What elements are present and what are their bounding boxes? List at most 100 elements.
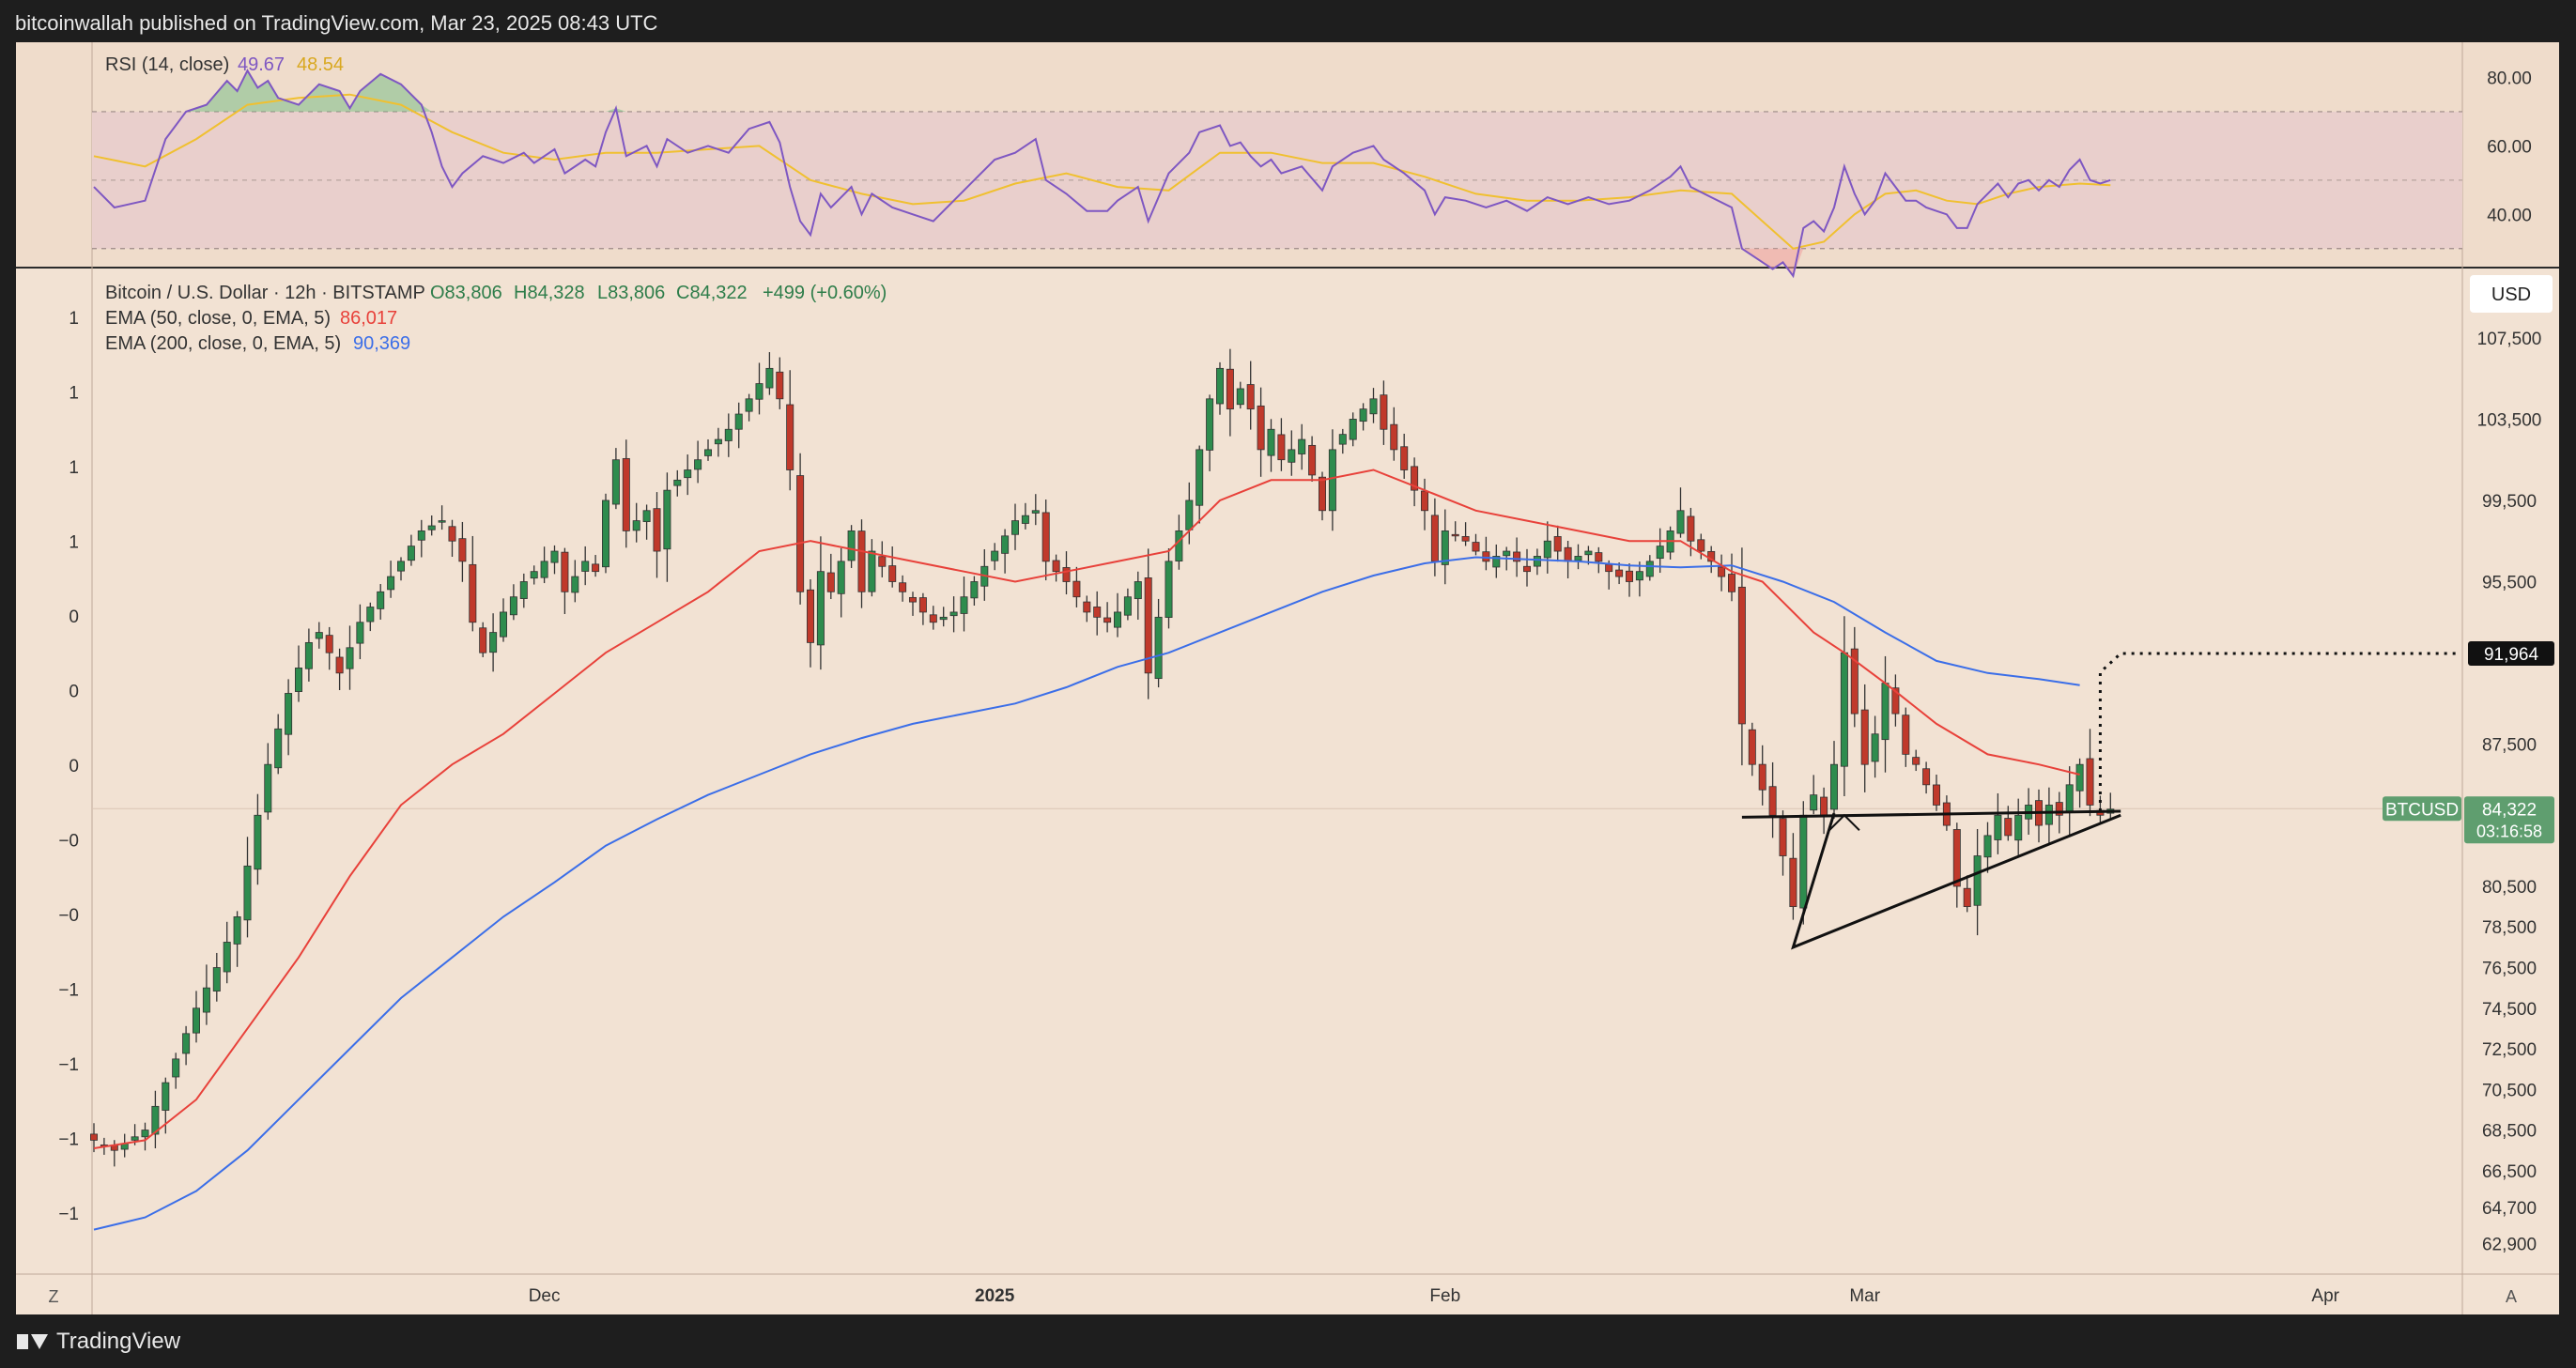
candle xyxy=(274,714,283,775)
candle xyxy=(1411,457,1419,507)
candle xyxy=(151,1090,160,1148)
candle xyxy=(1369,388,1378,423)
candle xyxy=(1011,503,1020,550)
rsi-axis[interactable]: 80.00 60.00 40.00 xyxy=(2487,69,2532,225)
candle xyxy=(519,573,528,608)
tradingview-brand[interactable]: TradingView xyxy=(17,1329,180,1355)
price-axis-tick-label: 68,500 xyxy=(2482,1122,2537,1142)
candle xyxy=(1062,551,1071,595)
candle xyxy=(1737,547,1746,766)
publisher-header: bitcoinwallah published on TradingView.c… xyxy=(0,0,2576,47)
candle xyxy=(642,504,651,540)
candle xyxy=(1298,423,1306,470)
candle xyxy=(1349,412,1357,447)
candle xyxy=(1451,521,1459,542)
candle xyxy=(540,546,548,584)
candle xyxy=(786,370,794,491)
rsi-axis-tick-label: 80.00 xyxy=(2487,69,2532,88)
candle xyxy=(1789,833,1797,920)
price-axis-tick-label: 87,500 xyxy=(2482,736,2537,756)
candle xyxy=(1635,561,1643,597)
left-axis[interactable]: 1 1 1 1 0 0 0 −0 −0 −1 −1 −1 −1 xyxy=(58,309,79,1224)
price-axis-tick-label: 99,500 xyxy=(2482,492,2537,512)
ohlc-open: O83,806 xyxy=(430,283,502,303)
candle xyxy=(438,505,446,530)
candle xyxy=(1359,403,1367,431)
candle xyxy=(315,622,323,649)
candle xyxy=(2086,729,2094,817)
candle xyxy=(1216,361,1225,415)
price-axis-tick-label: 76,500 xyxy=(2482,960,2537,979)
price-axis-tick-label: 62,900 xyxy=(2482,1236,2537,1255)
candle xyxy=(1001,529,1010,574)
timezone-button[interactable]: Z xyxy=(49,1287,59,1306)
rsi-pane[interactable] xyxy=(92,69,2462,279)
candle xyxy=(704,438,713,461)
candle xyxy=(1994,792,2002,854)
candle xyxy=(1983,822,1992,873)
left-axis-tick-label: −1 xyxy=(58,1055,79,1075)
triangle-pattern[interactable] xyxy=(1791,812,2121,950)
candle xyxy=(1472,533,1480,556)
candle xyxy=(847,525,856,568)
ema200-legend-value: 90,369 xyxy=(353,333,410,354)
candle xyxy=(1257,387,1265,477)
candle xyxy=(1891,674,1900,727)
price-pane[interactable] xyxy=(90,348,2462,1231)
rsi-overbought-fill xyxy=(186,70,626,112)
projection-line[interactable] xyxy=(2098,652,2459,811)
breakout-arrow[interactable] xyxy=(1828,813,1860,831)
symbol-title[interactable]: Bitcoin / U.S. Dollar · 12h · BITSTAMP xyxy=(105,283,424,303)
candle xyxy=(1912,749,1920,772)
candle xyxy=(264,743,272,821)
left-axis-tick-label: −1 xyxy=(58,981,79,1001)
price-axis-tick-label: 64,700 xyxy=(2482,1199,2537,1219)
candle xyxy=(1656,528,1664,574)
candle xyxy=(1513,537,1521,577)
candle xyxy=(581,546,590,586)
price-axis-tick-label: 72,500 xyxy=(2482,1040,2537,1060)
candle xyxy=(2014,798,2023,857)
candle xyxy=(694,440,702,484)
candle xyxy=(1932,775,1940,811)
left-axis-tick-label: 0 xyxy=(69,607,79,627)
candle xyxy=(1871,715,1879,778)
left-axis-tick-label: −1 xyxy=(58,1130,79,1150)
rsi-ma-legend-value: 48.54 xyxy=(297,54,344,75)
auto-scale-button[interactable]: A xyxy=(2506,1287,2517,1306)
price-axis[interactable]: 107,500 103,500 99,500 95,500 87,500 80,500 78… xyxy=(2477,330,2542,1255)
currency-button[interactable]: USD xyxy=(2470,275,2553,313)
candle xyxy=(1246,361,1255,430)
candle xyxy=(1615,562,1624,585)
candle xyxy=(1206,394,1214,471)
time-axis[interactable]: Dec 2025 Feb Mar Apr xyxy=(529,1286,2340,1306)
candle xyxy=(755,362,764,415)
price-axis-tick-label: 107,500 xyxy=(2477,330,2542,349)
candle xyxy=(325,626,333,670)
candle xyxy=(602,493,610,574)
candle xyxy=(212,952,221,1002)
candle xyxy=(1553,525,1562,562)
rsi-legend-label[interactable]: RSI (14, close) xyxy=(105,54,229,75)
candle xyxy=(141,1122,149,1151)
left-axis-tick-label: 1 xyxy=(69,533,79,553)
candle xyxy=(254,793,262,885)
ema50-legend-label[interactable]: EMA (50, close, 0, EMA, 5) xyxy=(105,308,331,329)
brand-name: TradingView xyxy=(56,1329,181,1354)
left-axis-tick-label: 0 xyxy=(69,757,79,776)
symbol-badge: BTCUSD xyxy=(2383,796,2461,822)
time-axis-tick-label: 2025 xyxy=(975,1286,1015,1306)
candle xyxy=(1308,436,1317,482)
resistance-line[interactable] xyxy=(1741,809,2121,819)
svg-text:USD: USD xyxy=(2491,284,2531,305)
main-legend[interactable]: Bitcoin / U.S. Dollar · 12h · BITSTAMP O… xyxy=(105,283,887,354)
candle xyxy=(1810,775,1818,815)
candle xyxy=(1461,522,1470,546)
ema200-line xyxy=(93,556,2080,1231)
candle xyxy=(776,357,784,409)
candle xyxy=(2075,758,2084,808)
candle xyxy=(479,622,487,657)
candle xyxy=(366,602,375,632)
ema200-legend-label[interactable]: EMA (200, close, 0, EMA, 5) xyxy=(105,333,341,354)
